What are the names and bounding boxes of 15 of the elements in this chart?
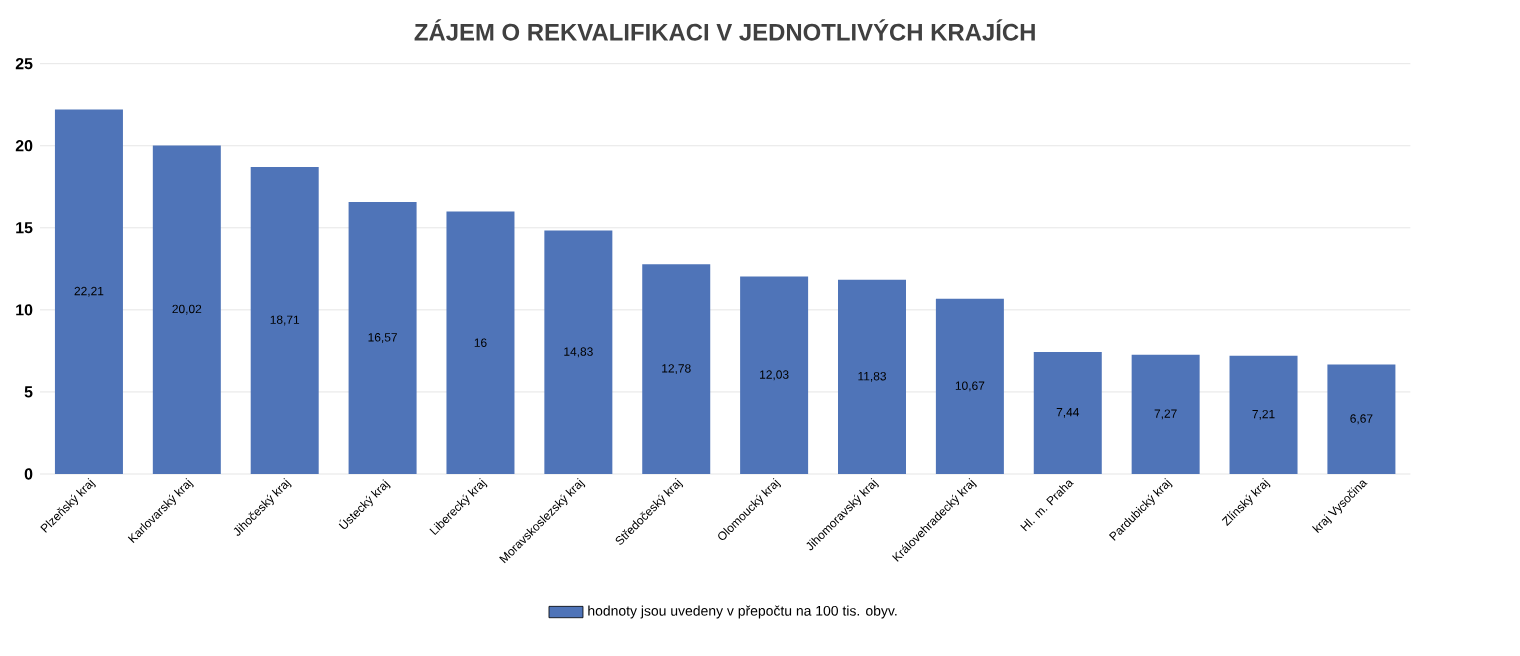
bar [1033, 351, 1102, 474]
bar [152, 145, 221, 474]
bar [544, 230, 613, 474]
bar [1229, 355, 1298, 474]
chart-title: ZÁJEM O REKVALIFIKACI V JEDNOTLIVÝCH KRAJÍCH [414, 19, 1035, 41]
bar [54, 109, 123, 474]
bar [642, 264, 711, 474]
bar [935, 298, 1004, 474]
bar [838, 279, 906, 474]
bar [1131, 354, 1200, 474]
bar [446, 211, 515, 474]
bar [348, 202, 417, 474]
bar [740, 276, 809, 474]
bar [250, 166, 319, 474]
bar [1327, 364, 1396, 474]
